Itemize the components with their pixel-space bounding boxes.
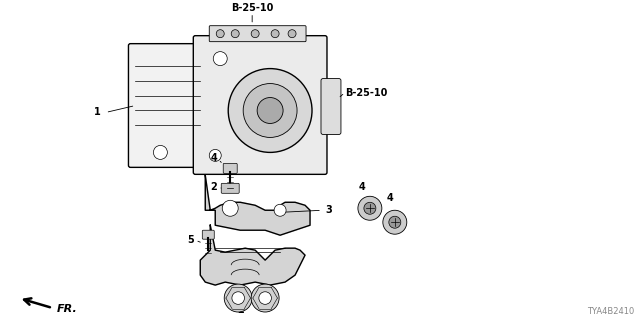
- Text: B-25-10: B-25-10: [345, 88, 387, 98]
- FancyBboxPatch shape: [193, 36, 327, 174]
- Text: 3: 3: [325, 205, 332, 215]
- Text: 5: 5: [188, 235, 195, 245]
- Circle shape: [222, 200, 238, 216]
- Text: FR.: FR.: [56, 304, 77, 314]
- Circle shape: [231, 30, 239, 38]
- Circle shape: [213, 52, 227, 66]
- Text: 1: 1: [94, 108, 100, 117]
- FancyBboxPatch shape: [209, 26, 306, 42]
- Circle shape: [251, 284, 279, 312]
- Circle shape: [389, 216, 401, 228]
- FancyBboxPatch shape: [221, 183, 239, 193]
- Circle shape: [274, 204, 286, 216]
- Circle shape: [243, 84, 297, 137]
- Circle shape: [288, 30, 296, 38]
- FancyBboxPatch shape: [129, 44, 207, 167]
- Circle shape: [259, 292, 271, 304]
- Text: B-25-10: B-25-10: [231, 3, 273, 13]
- Circle shape: [383, 210, 407, 234]
- FancyBboxPatch shape: [202, 230, 214, 239]
- Circle shape: [364, 202, 376, 214]
- Text: 4: 4: [358, 182, 365, 192]
- Text: 2: 2: [211, 182, 217, 192]
- Circle shape: [228, 68, 312, 152]
- Circle shape: [251, 30, 259, 38]
- Circle shape: [154, 145, 168, 159]
- Polygon shape: [205, 175, 310, 235]
- Polygon shape: [200, 225, 305, 285]
- Text: 2: 2: [237, 305, 244, 315]
- Circle shape: [224, 284, 252, 312]
- Circle shape: [257, 98, 283, 124]
- Circle shape: [271, 30, 279, 38]
- Circle shape: [358, 196, 382, 220]
- Circle shape: [209, 149, 221, 161]
- FancyBboxPatch shape: [223, 164, 237, 173]
- Text: TYA4B2410: TYA4B2410: [587, 307, 634, 316]
- FancyBboxPatch shape: [321, 79, 341, 134]
- Circle shape: [216, 30, 224, 38]
- Text: 4: 4: [211, 153, 217, 164]
- Circle shape: [232, 292, 244, 304]
- Text: 4: 4: [387, 193, 393, 203]
